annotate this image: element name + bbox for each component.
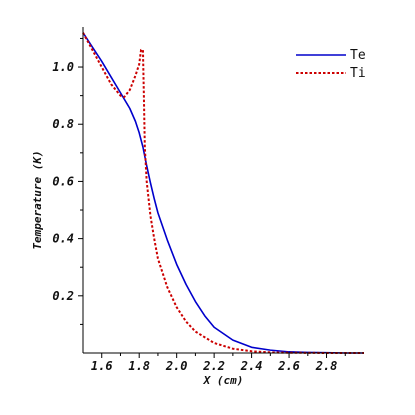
x-tick-label: 2.0 xyxy=(165,359,188,373)
series-layer xyxy=(82,32,364,354)
y-tick-label: 0.8 xyxy=(52,117,74,131)
y-tick-label: 1.0 xyxy=(52,60,74,74)
series-line-te xyxy=(82,32,364,354)
x-tick-label: 2.6 xyxy=(277,359,300,373)
y-tick-label: 0.4 xyxy=(52,232,74,246)
y-tick-label: 0.6 xyxy=(52,174,74,188)
axis-layer: 1.6 1.8 2.0 2.2 2.4 2.6 2.8 0.2 0.4 0.6 0.8 1.0 xyxy=(52,27,364,373)
x-tick-label: 2.2 xyxy=(202,359,225,373)
series-line-ti xyxy=(82,32,364,354)
x-axis-title: X (cm) xyxy=(203,374,244,387)
legend: Te Ti xyxy=(296,48,366,81)
y-tick-label: 0.2 xyxy=(52,289,74,303)
y-axis-title: Temperature (K) xyxy=(31,150,44,249)
legend-label-te: Te xyxy=(350,48,366,63)
x-tick-label: 2.4 xyxy=(240,359,263,373)
legend-label-ti: Ti xyxy=(350,66,366,81)
x-tick-label: 2.8 xyxy=(315,359,338,373)
x-tick-label: 1.8 xyxy=(128,359,150,373)
x-tick-label: 1.6 xyxy=(91,359,113,373)
